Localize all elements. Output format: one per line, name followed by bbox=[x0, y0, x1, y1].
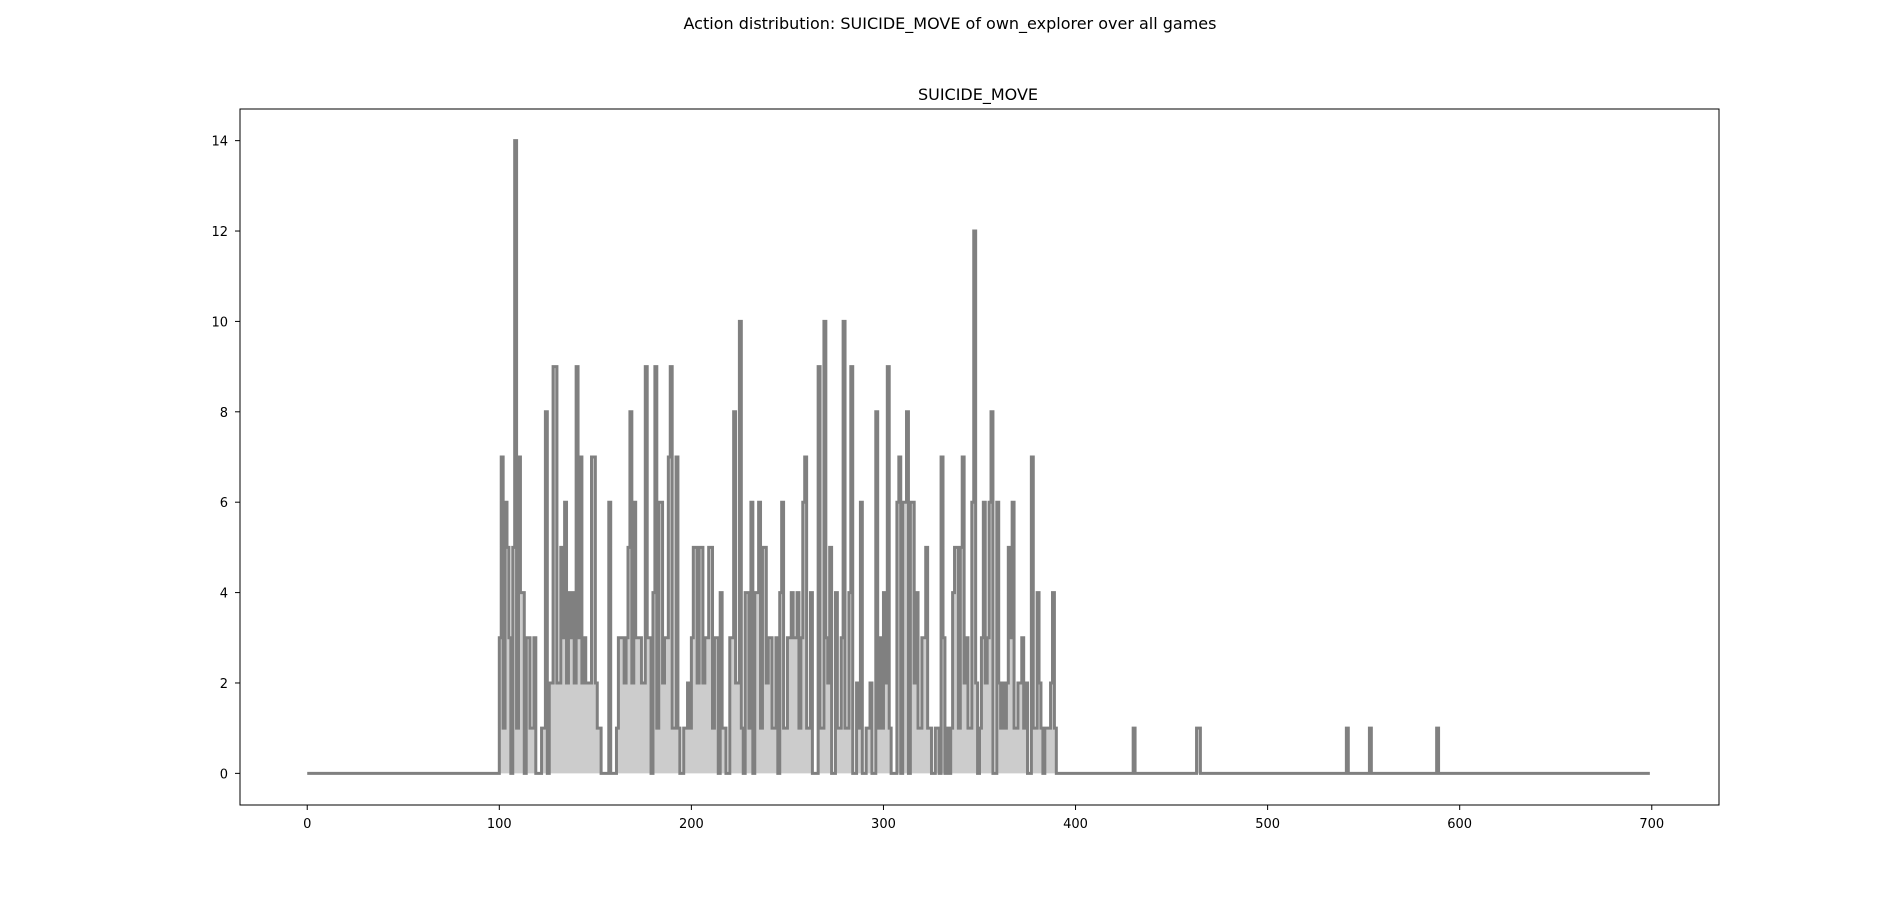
x-tick-label: 700 bbox=[1639, 817, 1664, 832]
plot-area bbox=[307, 139, 1650, 775]
y-tick-label: 12 bbox=[211, 225, 228, 240]
axes-frame bbox=[239, 108, 1720, 806]
y-tick-label: 6 bbox=[220, 496, 228, 511]
y-tick-label: 8 bbox=[220, 406, 228, 421]
y-tick-label: 14 bbox=[211, 135, 228, 150]
y-tick-label: 4 bbox=[220, 587, 228, 602]
axes-title: SUICIDE_MOVE bbox=[918, 85, 1038, 105]
series-step-line bbox=[307, 139, 1650, 775]
y-tick-label: 2 bbox=[220, 677, 228, 692]
y-tick-label: 10 bbox=[211, 315, 228, 330]
x-tick-label: 400 bbox=[1063, 817, 1088, 832]
x-axis: 0 100 200 300 400 500 600 700 bbox=[303, 805, 1664, 832]
x-tick-label: 300 bbox=[871, 817, 896, 832]
x-tick-label: 100 bbox=[487, 817, 512, 832]
y-tick-label: 0 bbox=[220, 767, 228, 782]
figure-suptitle: Action distribution: SUICIDE_MOVE of own… bbox=[684, 14, 1217, 34]
y-axis: 0 2 4 6 8 10 12 14 bbox=[211, 135, 240, 782]
series-lines bbox=[307, 139, 1650, 775]
x-tick-label: 500 bbox=[1255, 817, 1280, 832]
x-tick-label: 200 bbox=[679, 817, 704, 832]
x-tick-label: 600 bbox=[1447, 817, 1472, 832]
x-tick-label: 0 bbox=[303, 817, 311, 832]
